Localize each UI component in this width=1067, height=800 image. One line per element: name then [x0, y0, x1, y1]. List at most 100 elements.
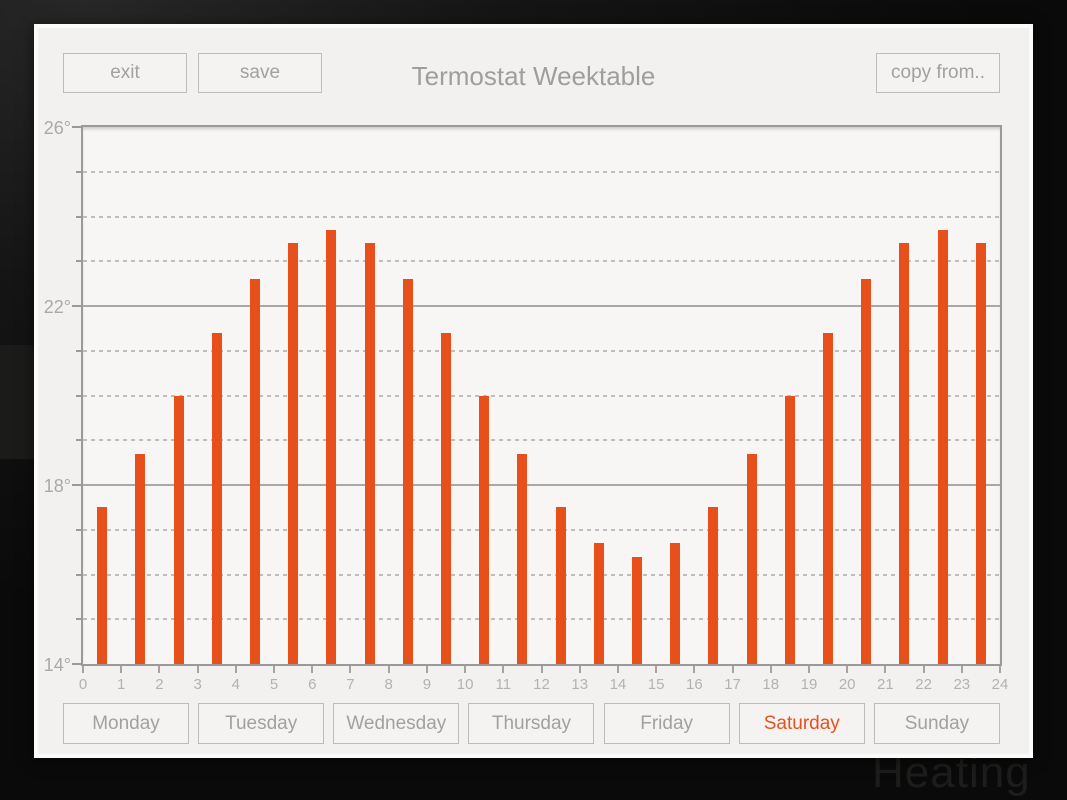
y-axis-tick — [76, 215, 81, 218]
y-gridline-minor — [83, 170, 1000, 173]
y-gridline-major — [83, 484, 1000, 486]
copy-from-button[interactable]: copy from.. — [876, 53, 1000, 93]
temperature-bar-hour-3[interactable] — [211, 332, 222, 664]
exit-button[interactable]: exit — [63, 53, 187, 93]
x-axis-tick — [425, 666, 428, 673]
x-axis-tick — [540, 666, 543, 673]
page-title: Termostat Weektable — [411, 61, 656, 91]
temperature-bar-hour-0[interactable] — [97, 507, 108, 664]
x-axis-label: 15 — [647, 676, 665, 693]
x-axis-label: 5 — [269, 676, 279, 693]
temperature-bar-hour-12[interactable] — [555, 507, 566, 664]
x-axis-label: 24 — [991, 676, 1009, 693]
day-button-saturday[interactable]: Saturday — [738, 703, 865, 744]
x-axis-label: 19 — [800, 676, 818, 693]
x-axis-label: 16 — [685, 676, 703, 693]
weektable-chart: 14° 18° 22° 26° 0 1 2 3 4 5 6 7 8 9 10 11 12 13 14 15 16 17 18… — [44, 119, 1009, 692]
temperature-bar-hour-11[interactable] — [517, 453, 528, 664]
y-gridline-minor — [83, 618, 1000, 621]
temperature-bar-hour-6[interactable] — [326, 229, 337, 664]
day-button-wednesday[interactable]: Wednesday — [333, 703, 460, 744]
x-axis-label: 10 — [456, 676, 474, 693]
temperature-bar-hour-23[interactable] — [975, 243, 986, 664]
day-button-monday[interactable]: Monday — [63, 703, 189, 744]
x-axis-label: 21 — [877, 676, 894, 693]
y-gridline-major — [83, 305, 1000, 307]
save-button[interactable]: save — [198, 53, 322, 93]
y-axis-label: 14° — [43, 655, 71, 675]
x-axis-tick — [196, 666, 199, 673]
y-axis-label: 26° — [43, 118, 71, 138]
temperature-bar-hour-2[interactable] — [173, 395, 184, 664]
x-axis-label: 0 — [78, 676, 88, 693]
y-gridline-minor — [83, 439, 1000, 442]
y-axis-label: 22° — [43, 297, 71, 317]
day-button-friday[interactable]: Friday — [603, 703, 730, 744]
temperature-bar-hour-14[interactable] — [632, 556, 643, 664]
x-axis-label: 2 — [155, 676, 164, 693]
temperature-bar-hour-22[interactable] — [937, 229, 948, 664]
y-gridline-minor — [83, 349, 1000, 352]
y-axis-tick — [76, 618, 81, 621]
y-axis-tick — [72, 484, 81, 486]
x-axis-label: 13 — [571, 676, 589, 693]
x-axis-tick — [120, 666, 123, 673]
day-tabs: Monday Tuesday Wednesday Thursday Friday Satu… — [63, 703, 1000, 744]
temperature-bar-hour-19[interactable] — [823, 332, 834, 664]
temperature-bar-hour-10[interactable] — [479, 395, 490, 664]
day-button-sunday[interactable]: Sunday — [873, 703, 1000, 744]
temperature-bar-hour-20[interactable] — [861, 279, 872, 664]
x-axis-tick — [349, 666, 352, 673]
temperature-bar-hour-21[interactable] — [899, 243, 910, 664]
x-axis-tick — [502, 666, 505, 673]
y-axis-tick — [76, 439, 81, 442]
temperature-bar-hour-4[interactable] — [249, 279, 260, 664]
thermostat-weektable-window: exit save Termostat Weektable copy from.… — [34, 24, 1033, 758]
temperature-bar-hour-1[interactable] — [135, 453, 146, 664]
y-axis-tick — [76, 573, 81, 576]
x-axis-tick — [578, 666, 581, 673]
x-axis-tick — [922, 666, 925, 673]
x-axis-label: 18 — [762, 676, 780, 693]
x-axis-tick — [311, 666, 314, 673]
day-button-thursday[interactable]: Thursday — [468, 703, 595, 744]
y-gridline-minor — [83, 260, 1000, 263]
y-axis-tick — [76, 170, 81, 173]
temperature-bar-hour-17[interactable] — [746, 453, 757, 664]
temperature-bar-hour-18[interactable] — [784, 395, 795, 664]
x-axis-label: 14 — [609, 676, 627, 693]
y-axis-tick — [72, 663, 81, 665]
x-axis-label: 8 — [384, 676, 393, 693]
temperature-bar-hour-16[interactable] — [708, 507, 719, 664]
temperature-bar-hour-5[interactable] — [288, 243, 299, 664]
y-axis-tick — [76, 349, 81, 352]
x-axis-label: 7 — [346, 676, 355, 693]
background-app-band — [0, 345, 34, 459]
y-gridline-minor — [83, 528, 1000, 531]
temperature-bar-hour-7[interactable] — [364, 243, 375, 664]
x-axis-label: 17 — [724, 676, 741, 693]
x-axis-label: 23 — [953, 676, 971, 693]
y-gridline-minor — [83, 394, 1000, 397]
x-axis-label: 1 — [117, 676, 126, 693]
x-axis-label: 4 — [231, 676, 240, 693]
y-axis-label: 18° — [43, 476, 71, 496]
temperature-bar-hour-9[interactable] — [440, 332, 451, 664]
x-axis-tick — [82, 666, 84, 673]
x-axis-label: 6 — [308, 676, 317, 693]
day-button-tuesday[interactable]: Tuesday — [198, 703, 325, 744]
x-axis-label: 20 — [838, 676, 856, 693]
x-axis-label: 11 — [495, 676, 512, 693]
x-axis-tick — [234, 666, 237, 673]
x-axis-label: 9 — [422, 676, 432, 693]
x-axis-tick — [616, 666, 619, 673]
temperature-bar-hour-15[interactable] — [670, 543, 681, 664]
x-axis-tick — [999, 666, 1001, 673]
temperature-bar-hour-13[interactable] — [593, 543, 604, 664]
x-axis-label: 3 — [193, 676, 202, 693]
x-axis-tick — [807, 666, 810, 673]
temperature-bar-hour-8[interactable] — [402, 279, 413, 664]
x-axis-tick — [960, 666, 963, 673]
x-axis-tick — [464, 666, 467, 673]
x-axis-tick — [158, 666, 161, 673]
